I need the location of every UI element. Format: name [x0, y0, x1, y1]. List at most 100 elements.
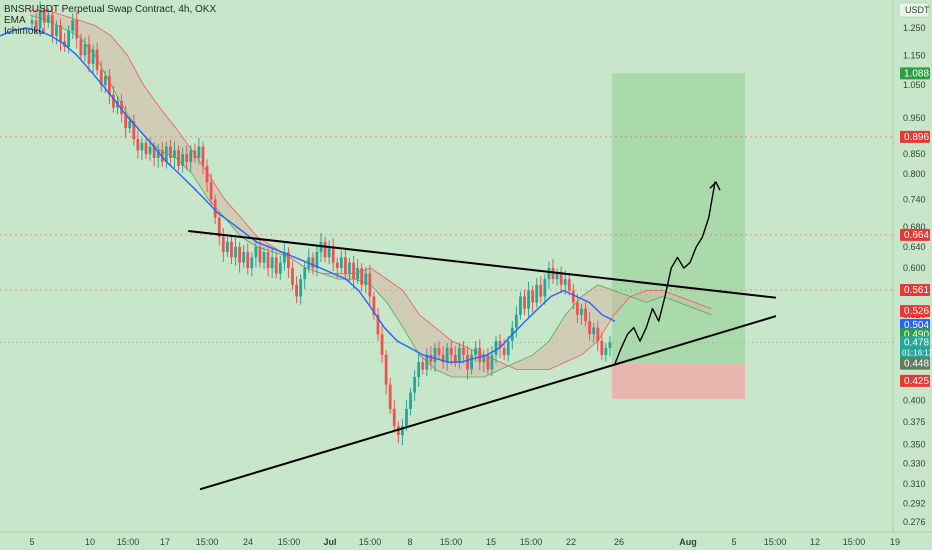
time-tick-label: Jul — [323, 537, 336, 547]
price-label-0-478: 0.478 — [904, 337, 929, 348]
candle-body — [99, 69, 103, 86]
candle-body — [494, 341, 498, 355]
candle-body — [486, 354, 490, 370]
candle-body — [502, 347, 506, 355]
price-tick-label: 0.950 — [903, 113, 926, 123]
time-tick-label: 15:00 — [117, 537, 140, 547]
candle-body — [490, 354, 494, 370]
candle-body — [152, 146, 156, 158]
candle-body — [425, 354, 429, 370]
candle-body — [437, 347, 441, 355]
time-tick-label: 15:00 — [520, 537, 543, 547]
candle-body — [315, 252, 319, 269]
candle-body — [246, 252, 250, 269]
candle-body — [250, 257, 254, 269]
price-tick-label: 0.850 — [903, 149, 926, 159]
ichimoku-cloud — [30, 10, 712, 377]
candle-body — [311, 257, 315, 269]
indicator-ichimoku-label[interactable]: Ichimoku — [4, 26, 45, 37]
candle-body — [555, 273, 559, 280]
candle-body — [299, 279, 303, 297]
candle-body — [107, 75, 111, 95]
candle-body — [600, 341, 604, 355]
candle-body — [327, 246, 331, 258]
price-tick-label: 0.330 — [903, 459, 926, 469]
candle-body — [148, 146, 152, 155]
candle-body — [238, 246, 242, 263]
price-label-bg — [900, 67, 930, 80]
candle-body — [400, 426, 404, 436]
candle-body — [571, 290, 575, 303]
candle-body — [50, 15, 54, 36]
price-label-0-490: 0.490 — [904, 329, 929, 340]
candle-body — [543, 279, 547, 297]
ema-line — [0, 27, 616, 363]
time-tick-label: 26 — [614, 537, 624, 547]
candle-body — [120, 100, 123, 115]
price-label-0-664: 0.664 — [904, 230, 929, 241]
time-tick-label: 15:00 — [764, 537, 787, 547]
price-label-bg — [900, 284, 930, 297]
currency-badge[interactable] — [898, 2, 930, 18]
price-tick-label: 0.800 — [903, 169, 926, 179]
price-tick-label: 0.350 — [903, 439, 926, 449]
time-tick-label: 15:00 — [196, 537, 219, 547]
candle-body — [409, 392, 412, 409]
candle-body — [449, 347, 453, 355]
candle-body — [189, 150, 193, 162]
candle-body — [608, 342, 612, 348]
candle-body — [144, 142, 148, 155]
time-tick-label: 19 — [890, 537, 900, 547]
indicator-ema-label[interactable]: EMA — [4, 15, 26, 26]
candle-body — [67, 30, 71, 47]
candle-body — [42, 10, 46, 23]
triangle-upper-line — [188, 229, 777, 299]
candle-body — [470, 354, 473, 370]
time-tick-label: 24 — [243, 537, 253, 547]
candle-body — [128, 121, 132, 129]
price-tick-label: 0.600 — [903, 263, 926, 273]
candle-body — [91, 49, 95, 64]
price-label-0-526: 0.526 — [904, 306, 929, 317]
candle-body — [225, 241, 229, 253]
symbol-title: BNSRUSDT Perpetual Swap Contract, 4h, OK… — [4, 4, 217, 15]
candle-body — [287, 252, 290, 269]
price-label-0-425: 0.425 — [904, 376, 929, 387]
candle-body — [429, 354, 433, 363]
candle-body — [539, 284, 543, 297]
candle-body — [112, 94, 115, 108]
candle-body — [462, 347, 465, 355]
candle-body — [551, 268, 555, 280]
candle-body — [413, 376, 417, 393]
candle-body — [356, 268, 360, 280]
candle-body — [453, 354, 457, 363]
candle-body — [221, 236, 225, 253]
price-tick-label: 0.292 — [903, 499, 926, 509]
time-tick-label: 5 — [731, 537, 736, 547]
candle-body — [604, 347, 608, 355]
price-label-bg — [900, 228, 930, 241]
time-tick-label: 17 — [160, 537, 170, 547]
candle-body — [213, 199, 217, 218]
price-label-1-088: 1.088 — [904, 68, 929, 79]
price-label-bg — [900, 305, 930, 318]
price-label-0-561: 0.561 — [904, 285, 929, 296]
countdown-label: 01:16:12 — [902, 348, 932, 357]
candle-body — [201, 146, 205, 166]
candle-body — [567, 279, 571, 291]
candle-body — [136, 139, 140, 151]
price-tick-label: 0.400 — [903, 396, 926, 406]
candle-body — [197, 146, 201, 158]
candle-body — [177, 150, 180, 166]
projected-path — [614, 181, 716, 365]
candle-body — [368, 273, 372, 297]
price-tick-label: 0.276 — [903, 517, 926, 527]
candle-body — [258, 246, 262, 263]
time-tick-label: 15:00 — [843, 537, 866, 547]
price-label-bg — [900, 130, 930, 143]
candle-body — [323, 241, 327, 258]
candle-body — [46, 15, 50, 23]
candle-body — [384, 354, 388, 385]
